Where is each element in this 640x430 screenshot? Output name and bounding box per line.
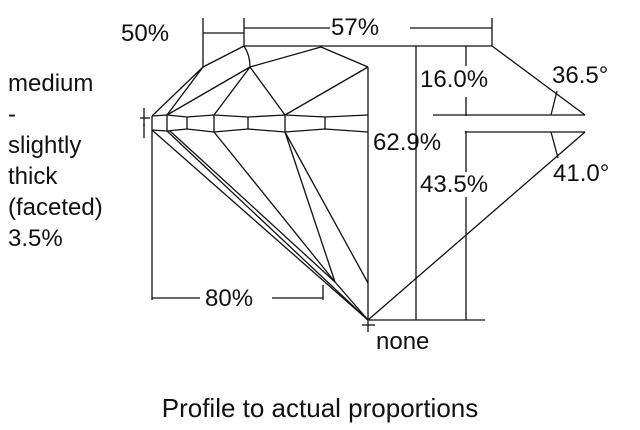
table-label: 57%	[331, 14, 380, 41]
pavilion-facets	[151, 129, 369, 321]
girdle-line: thick	[8, 163, 58, 190]
girdle-line: -	[8, 101, 16, 128]
crown-angle-label: 36.5°	[552, 62, 609, 89]
girdle-line: 3.5%	[8, 225, 63, 252]
girdle-label: medium - slightly thick (faceted) 3.5%	[8, 68, 103, 254]
crown-height-label: 50%	[121, 20, 170, 47]
culet-label: none	[376, 328, 430, 355]
lower-half-label: 80%	[205, 285, 254, 312]
total-depth-label: 62.9%	[373, 129, 442, 156]
crown-percent-label: 16.0%	[420, 66, 489, 93]
caption: Profile to actual proportions	[161, 393, 479, 423]
pavilion-angle-label: 41.0°	[553, 160, 610, 187]
pavilion-depth-label: 43.5%	[420, 171, 489, 198]
girdle-line: (faceted)	[8, 194, 103, 221]
crown-facets	[151, 45, 369, 117]
dimension-lines	[140, 18, 586, 332]
girdle-line: slightly	[8, 132, 82, 159]
girdle-line: medium	[8, 70, 94, 97]
